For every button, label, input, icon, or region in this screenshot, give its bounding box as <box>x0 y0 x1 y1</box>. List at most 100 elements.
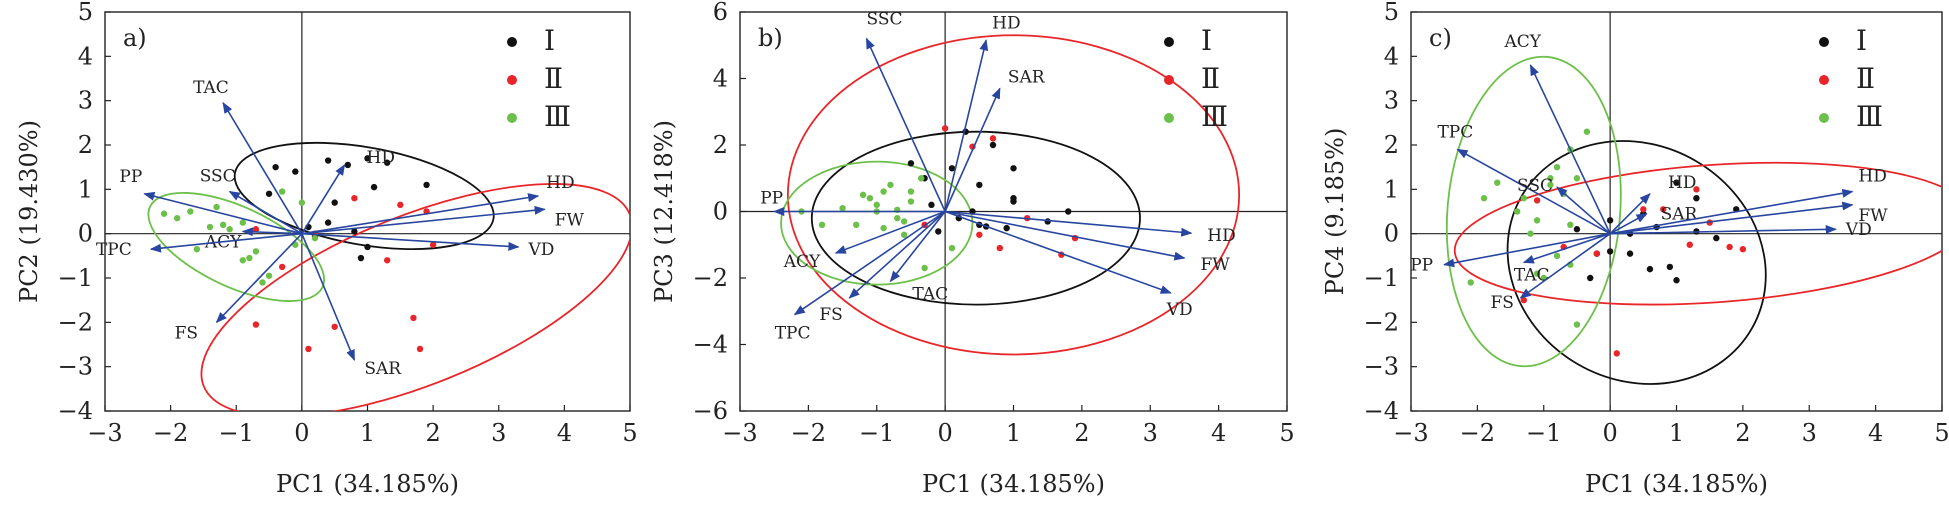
loading-vector <box>301 193 540 235</box>
y-tick-label: −2 <box>58 308 93 336</box>
x-tick-label: 5 <box>622 419 637 447</box>
data-point <box>1573 226 1581 233</box>
x-tick-label: 4 <box>557 419 572 447</box>
loading-vector <box>944 39 989 212</box>
loading-vector <box>1522 232 1611 264</box>
loading-vector <box>1610 201 1854 235</box>
loading-vector <box>944 210 1186 261</box>
data-point <box>272 163 279 171</box>
plot-area <box>147 141 630 411</box>
x-tick-label: 4 <box>1211 419 1226 447</box>
data-point <box>1673 179 1680 186</box>
data-point <box>173 214 181 222</box>
loading-vector <box>228 190 303 235</box>
vector-label: SSC <box>866 10 902 30</box>
vector-label: PP <box>1410 256 1433 276</box>
vector-label: VD <box>1845 220 1872 240</box>
vector-label: HD <box>546 173 574 193</box>
y-tick-label: 3 <box>1384 87 1399 115</box>
data-point <box>305 345 312 353</box>
loading-vector <box>1456 148 1611 235</box>
data-point <box>324 219 332 226</box>
loading-vector <box>241 227 302 237</box>
data-point <box>1480 195 1488 202</box>
data-point <box>370 183 378 191</box>
data-point <box>928 201 935 209</box>
vector-label: HD <box>1207 226 1235 246</box>
data-point <box>1467 279 1474 286</box>
data-point <box>219 221 227 228</box>
data-point <box>907 198 915 205</box>
data-point <box>1533 270 1541 277</box>
loading-vector <box>215 233 303 324</box>
x-tick-label: 3 <box>1802 419 1817 447</box>
loading-vector <box>944 87 1001 212</box>
y-tick-label: 1 <box>1384 175 1399 203</box>
confidence-ellipse <box>200 183 630 411</box>
legend-label: Ⅲ <box>1856 100 1883 133</box>
y-tick-label: 2 <box>713 131 728 159</box>
x-tick-label: 5 <box>1934 419 1949 447</box>
data-point <box>265 272 273 279</box>
data-point <box>1626 250 1634 257</box>
data-point <box>1613 350 1620 357</box>
chart-panel-2: −3 −2 −1 0 1 2 3 4 5 −6 −4 −2 0 2 4 6 PC1 (34.185%) PC3 (… <box>650 0 1295 498</box>
loading-vector <box>1609 188 1854 235</box>
x-tick-label: −1 <box>1526 419 1561 447</box>
x-tick-label: 0 <box>294 419 309 447</box>
data-point <box>259 279 266 286</box>
legend-marker <box>1164 75 1174 85</box>
vector-label: HD <box>1668 173 1696 193</box>
data-point <box>383 159 391 166</box>
legend-marker <box>1819 113 1829 123</box>
vector-label: TPC <box>96 240 132 260</box>
confidence-ellipse <box>810 130 1141 306</box>
data-point <box>239 219 247 226</box>
data-point <box>887 181 894 189</box>
data-point <box>853 221 860 228</box>
data-point <box>278 188 286 195</box>
data-point <box>1553 252 1561 260</box>
vector-label: FW <box>1200 255 1230 275</box>
legend-marker <box>1164 37 1174 47</box>
y-tick-label: 0 <box>713 198 728 226</box>
data-point <box>429 241 437 248</box>
legend-label: Ⅰ <box>544 24 555 57</box>
y-tick-label: 0 <box>1384 220 1399 248</box>
vector-label: SSC <box>1517 176 1553 196</box>
data-point <box>1583 128 1591 135</box>
data-point <box>880 188 887 195</box>
data-point <box>1514 208 1521 215</box>
x-tick-label: −1 <box>219 419 254 447</box>
vector-label: TAC <box>912 284 948 304</box>
data-point <box>900 231 908 238</box>
confidence-ellipse <box>780 160 974 286</box>
vector-label: FW <box>555 210 585 230</box>
vector-label: SAR <box>1008 67 1046 87</box>
legend-marker <box>507 113 517 123</box>
x-tick-label: 4 <box>1868 419 1883 447</box>
data-point <box>880 224 887 232</box>
legend-marker <box>1819 75 1829 85</box>
data-point <box>989 135 997 142</box>
data-point <box>1693 186 1700 193</box>
data-point <box>894 214 901 222</box>
data-point <box>344 161 352 169</box>
vector-label: TPC <box>1437 122 1473 142</box>
data-point <box>397 201 404 209</box>
data-point <box>1666 263 1674 271</box>
loading-vector <box>889 211 946 283</box>
data-point <box>357 254 365 262</box>
y-tick-label: 6 <box>713 0 728 26</box>
y-tick-label: 5 <box>78 0 93 26</box>
x-axis-title: PC1 (34.185%) <box>276 470 459 498</box>
data-point <box>1065 208 1072 215</box>
data-point <box>331 323 338 330</box>
loading-vector <box>301 232 520 251</box>
data-point <box>948 165 956 172</box>
confidence-ellipse <box>1453 161 1942 306</box>
y-axis-title: PC4 (9.185%) <box>1321 128 1349 296</box>
